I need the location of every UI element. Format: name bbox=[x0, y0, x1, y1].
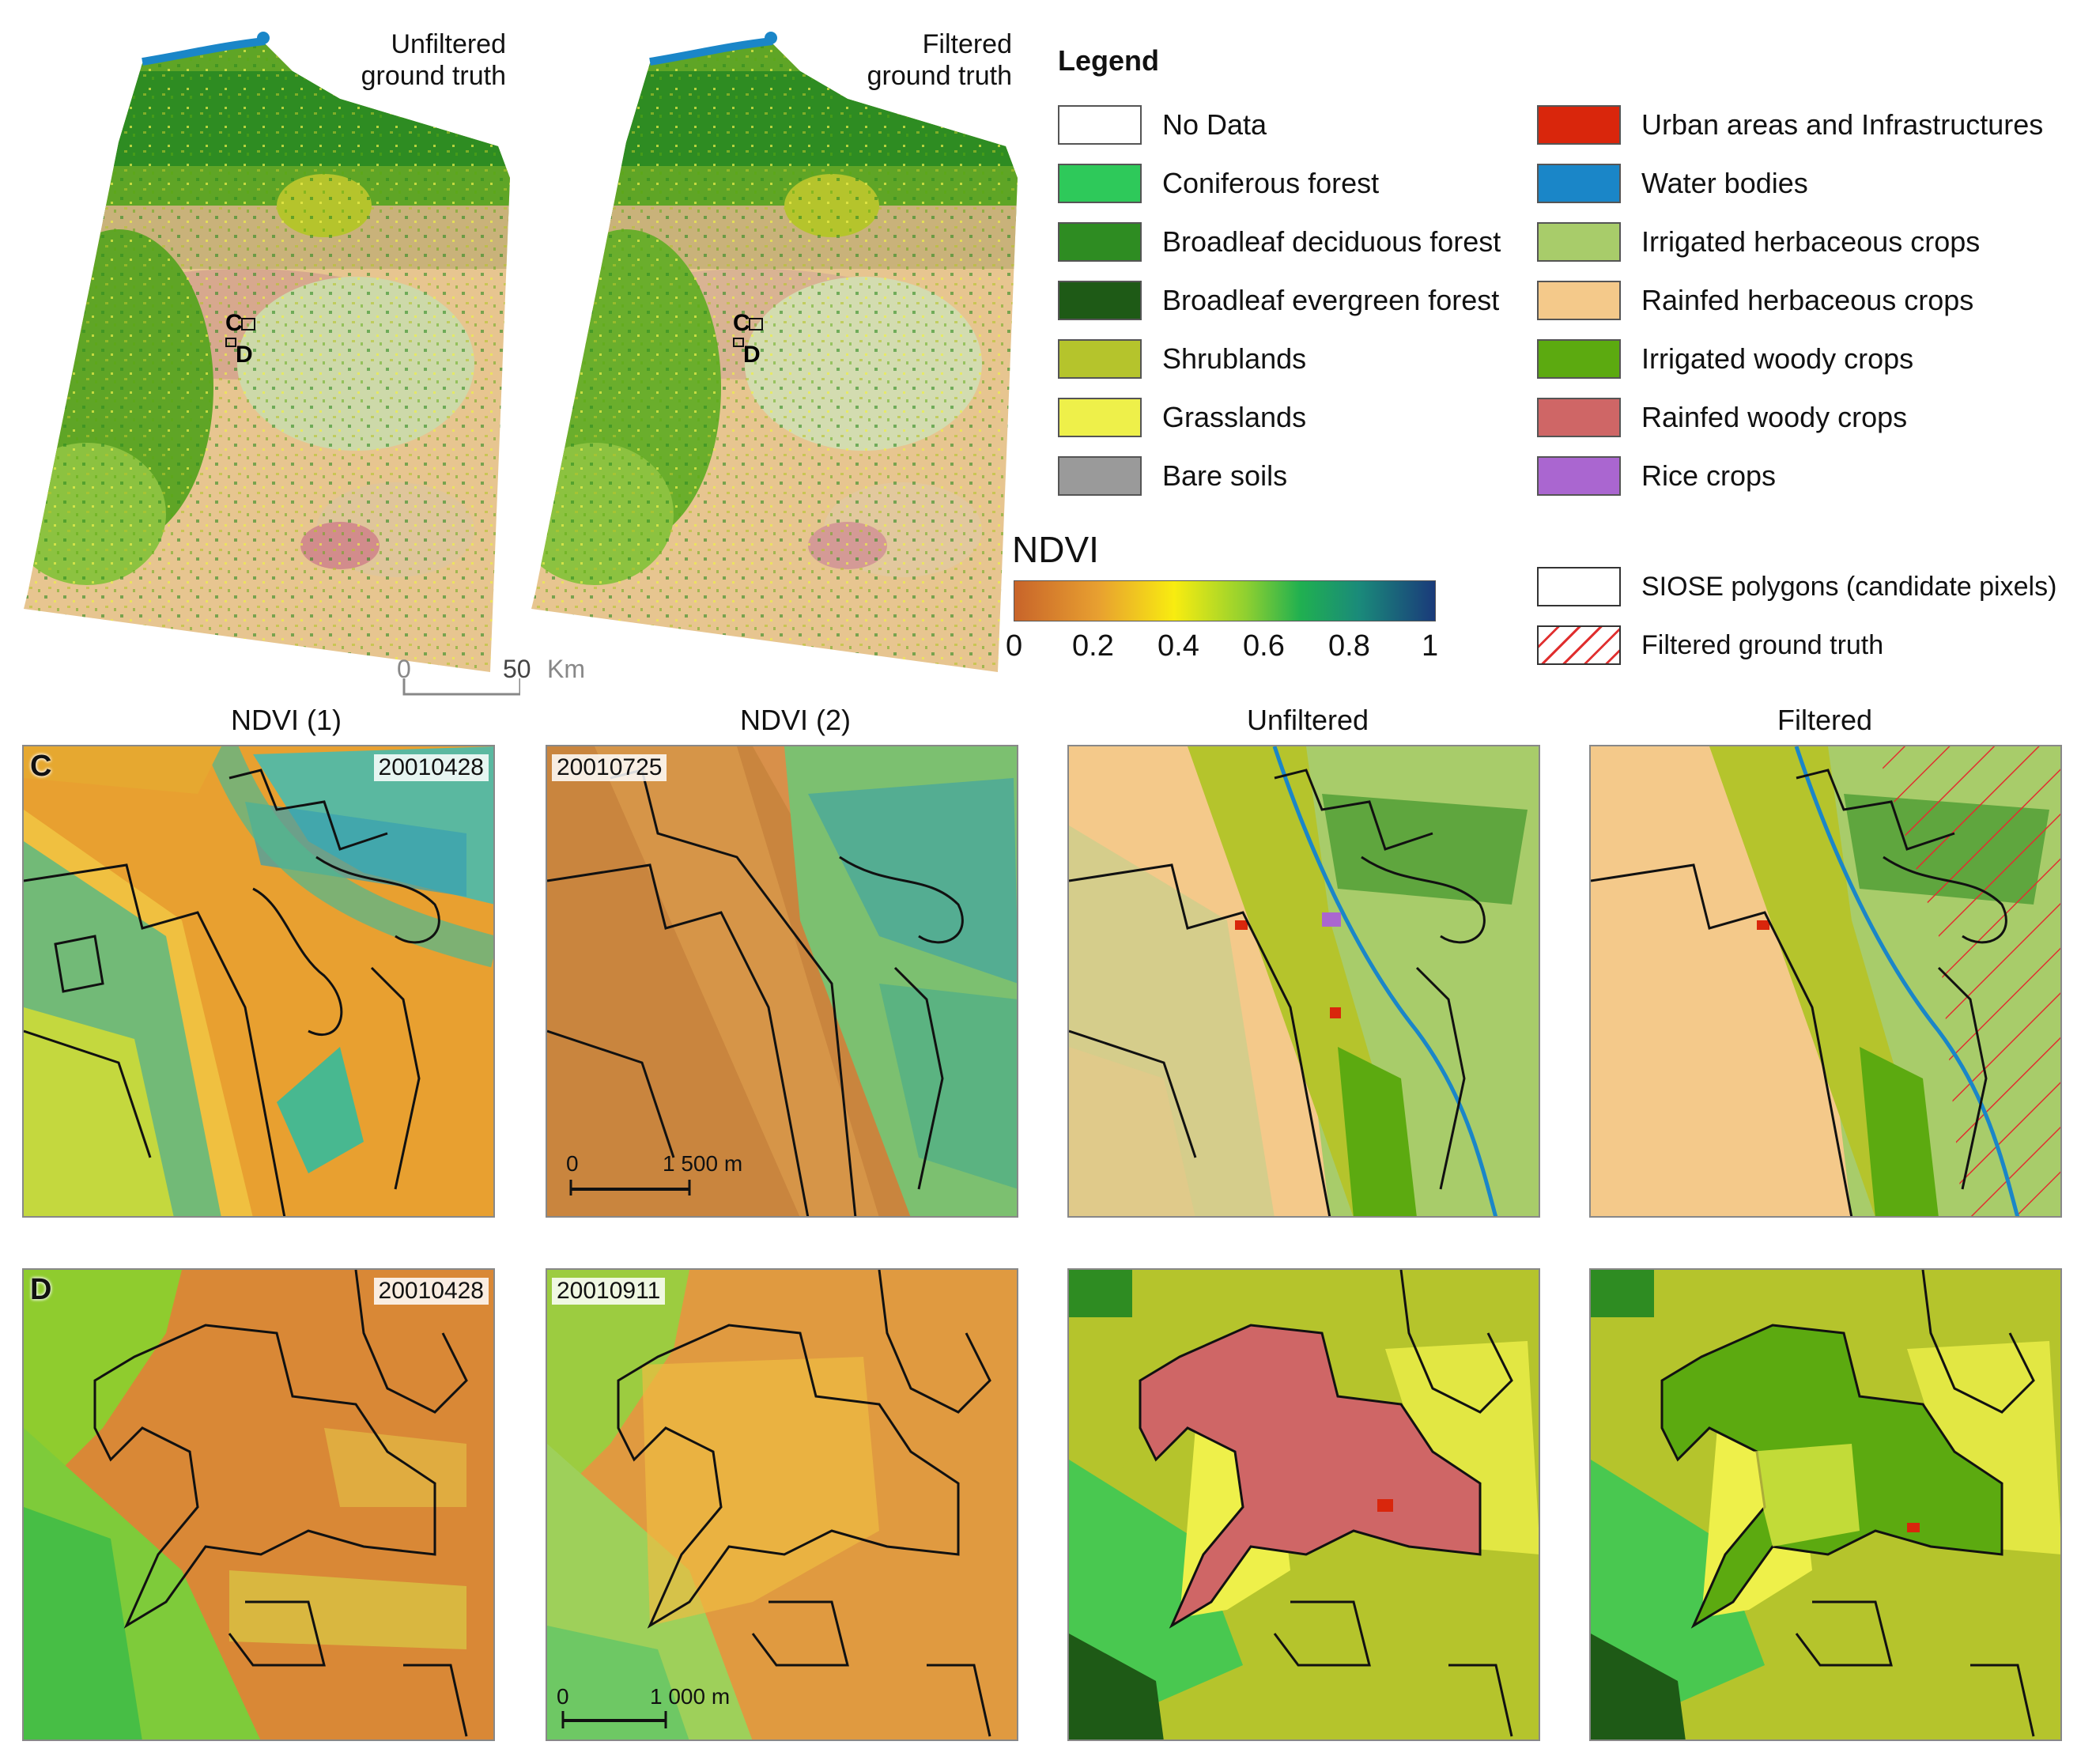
panel-d-unfiltered bbox=[1067, 1268, 1540, 1741]
legend-left-swatch-4 bbox=[1058, 339, 1142, 379]
legend-filtered-gt: Filtered ground truth bbox=[1537, 625, 1883, 666]
unfiltered-title: Unfiltered ground truth bbox=[316, 28, 506, 92]
panel-d-ndvi2: 20010911 0 1 000 m bbox=[546, 1268, 1018, 1741]
panel-d-scale-zero: 0 bbox=[557, 1684, 569, 1709]
legend-right-label-0: Urban areas and Infrastructures bbox=[1641, 108, 2044, 141]
col-title-unfiltered: Unfiltered bbox=[1246, 704, 1369, 736]
col-title-ndvi1: NDVI (1) bbox=[230, 704, 342, 736]
panel-c-filtered bbox=[1589, 745, 2062, 1218]
legend-right-swatch-2 bbox=[1537, 222, 1621, 262]
panel-c-ndvi1-date: 20010428 bbox=[373, 754, 489, 781]
ndvi-tick-2: 0.4 bbox=[1158, 629, 1199, 663]
legend-right-label-6: Rice crops bbox=[1641, 459, 1777, 492]
legend-left-item-0: No Data bbox=[1058, 104, 1267, 145]
filtered-title: Filtered ground truth bbox=[822, 28, 1012, 92]
overview-scale-unit: Km bbox=[547, 655, 585, 683]
panel-d-ndvi2-date: 20010911 bbox=[552, 1278, 666, 1305]
siose-swatch bbox=[1537, 567, 1621, 606]
legend-left-item-6: Bare soils bbox=[1058, 455, 1287, 497]
legend-right-swatch-4 bbox=[1537, 339, 1621, 379]
legend-left-label-3: Broadleaf evergreen forest bbox=[1162, 284, 1500, 316]
legend-left-swatch-6 bbox=[1058, 456, 1142, 496]
legend-left-item-5: Grasslands bbox=[1058, 397, 1306, 438]
legend-right-label-2: Irrigated herbaceous crops bbox=[1641, 225, 1981, 258]
marker-c-left: C bbox=[225, 310, 243, 336]
legend-right-item-6: Rice crops bbox=[1537, 455, 1776, 497]
legend-left-item-3: Broadleaf evergreen forest bbox=[1058, 280, 1499, 321]
unfiltered-title-line2: ground truth bbox=[361, 61, 506, 91]
legend-left-swatch-2 bbox=[1058, 222, 1142, 262]
legend-right-item-2: Irrigated herbaceous crops bbox=[1537, 221, 1980, 263]
row-c-letter: C bbox=[30, 750, 52, 783]
panel-c-scale-zero: 0 bbox=[566, 1151, 579, 1176]
legend-right-swatch-3 bbox=[1537, 281, 1621, 320]
ndvi-tick-4: 0.8 bbox=[1328, 629, 1370, 663]
legend-right-swatch-6 bbox=[1537, 456, 1621, 496]
legend-left-swatch-3 bbox=[1058, 281, 1142, 320]
ndvi-tick-1: 0.2 bbox=[1072, 629, 1114, 663]
panel-c-scale-label: 1 500 m bbox=[663, 1151, 743, 1176]
overview-map-unfiltered: C D bbox=[24, 24, 514, 672]
filtered-gt-swatch bbox=[1537, 625, 1621, 665]
legend-right-label-1: Water bodies bbox=[1641, 167, 1808, 199]
legend-right-label-5: Rainfed woody crops bbox=[1641, 401, 1908, 433]
col-title-ndvi2: NDVI (2) bbox=[739, 704, 851, 736]
legend-right-item-0: Urban areas and Infrastructures bbox=[1537, 104, 2043, 145]
legend-left-label-0: No Data bbox=[1162, 108, 1267, 141]
legend-title: Legend bbox=[1058, 44, 1160, 77]
legend-left-item-1: Coniferous forest bbox=[1058, 163, 1379, 204]
legend-right-swatch-5 bbox=[1537, 398, 1621, 437]
legend-left-label-5: Grasslands bbox=[1162, 401, 1307, 433]
panel-d-ndvi1-date: 20010428 bbox=[373, 1278, 489, 1305]
legend-left-label-1: Coniferous forest bbox=[1162, 167, 1380, 199]
legend-right-label-4: Irrigated woody crops bbox=[1641, 342, 1914, 375]
marker-c-right: C bbox=[733, 310, 750, 336]
overview-map-filtered: C D bbox=[531, 24, 1022, 672]
legend-left-label-2: Broadleaf deciduous forest bbox=[1162, 225, 1501, 258]
legend-right-swatch-1 bbox=[1537, 164, 1621, 203]
filtered-gt-label: Filtered ground truth bbox=[1641, 629, 1884, 660]
overview-scale-zero: 0 bbox=[397, 655, 411, 683]
ndvi-title: NDVI bbox=[1012, 529, 1099, 570]
ndvi-tick-0: 0 bbox=[1006, 629, 1023, 663]
legend-left-label-4: Shrublands bbox=[1162, 342, 1307, 375]
unfiltered-title-line1: Unfiltered bbox=[391, 29, 506, 59]
filtered-title-line2: ground truth bbox=[867, 61, 1012, 91]
legend-left-item-2: Broadleaf deciduous forest bbox=[1058, 221, 1501, 263]
panel-d-filtered bbox=[1589, 1268, 2062, 1741]
legend-right-item-5: Rainfed woody crops bbox=[1537, 397, 1907, 438]
col-title-filtered: Filtered bbox=[1777, 704, 1873, 736]
panel-c-ndvi1: C 20010428 bbox=[22, 745, 495, 1218]
panel-c-ndvi2: 20010725 0 1 500 m bbox=[546, 745, 1018, 1218]
legend-left-label-6: Bare soils bbox=[1162, 459, 1288, 492]
siose-label: SIOSE polygons (candidate pixels) bbox=[1641, 571, 2057, 602]
legend-left-swatch-5 bbox=[1058, 398, 1142, 437]
row-d-letter: D bbox=[30, 1273, 52, 1306]
legend-right-label-3: Rainfed herbaceous crops bbox=[1641, 284, 1974, 316]
panel-d-ndvi1: D 20010428 bbox=[22, 1268, 495, 1741]
legend-left-swatch-1 bbox=[1058, 164, 1142, 203]
filtered-title-line1: Filtered bbox=[922, 29, 1012, 59]
legend-left-item-4: Shrublands bbox=[1058, 338, 1306, 380]
marker-d-right: D bbox=[743, 342, 761, 368]
legend-right-item-3: Rainfed herbaceous crops bbox=[1537, 280, 1973, 321]
panel-d-scale-label: 1 000 m bbox=[650, 1684, 731, 1709]
legend-right-swatch-0 bbox=[1537, 105, 1621, 145]
ndvi-tick-5: 1 bbox=[1422, 629, 1439, 663]
ndvi-tick-3: 0.6 bbox=[1243, 629, 1285, 663]
legend-left-swatch-0 bbox=[1058, 105, 1142, 145]
legend-right-item-1: Water bodies bbox=[1537, 163, 1808, 204]
ndvi-colorbar bbox=[1014, 580, 1436, 621]
panel-c-ndvi2-date: 20010725 bbox=[552, 754, 667, 781]
panel-c-unfiltered bbox=[1067, 745, 1540, 1218]
marker-d-left: D bbox=[236, 342, 253, 368]
legend-siose: SIOSE polygons (candidate pixels) bbox=[1537, 566, 2056, 607]
legend-right-item-4: Irrigated woody crops bbox=[1537, 338, 1913, 380]
overview-scale-fifty: 50 bbox=[503, 655, 531, 683]
